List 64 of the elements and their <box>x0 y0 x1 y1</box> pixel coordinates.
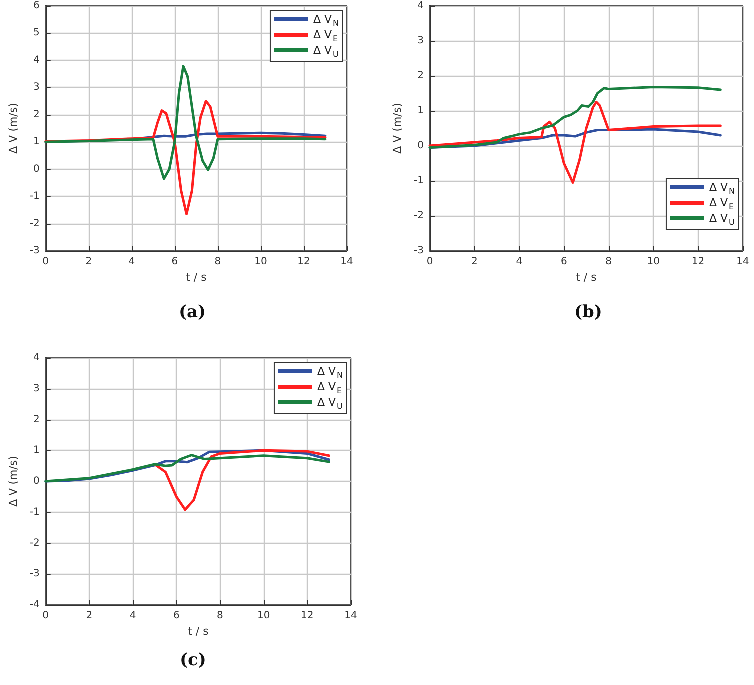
y-axis-title: Δ V (m/s) <box>7 103 20 154</box>
y-tick-label: 4 <box>33 352 40 364</box>
y-tick-label: 0 <box>418 140 424 152</box>
x-tick-label: 4 <box>516 256 523 268</box>
y-tick-label: -1 <box>30 506 40 518</box>
y-tick-label: 2 <box>418 70 424 82</box>
x-tick-label: 0 <box>426 256 434 268</box>
x-tick-label: 2 <box>472 256 478 268</box>
y-tick-label: 2 <box>33 414 40 426</box>
y-tick-label: -4 <box>30 600 40 610</box>
x-tick-label: 10 <box>254 256 268 268</box>
x-tick-label: 6 <box>560 256 568 268</box>
y-tick-label: 1 <box>33 136 40 148</box>
y-tick-label: -3 <box>30 568 40 580</box>
x-tick-label: 14 <box>340 256 354 268</box>
x-axis-title: t / s <box>188 624 210 638</box>
y-tick-label: 4 <box>33 54 40 66</box>
x-tick-label: 12 <box>301 610 314 622</box>
y-tick-label: -2 <box>30 218 40 230</box>
x-tick-label: 4 <box>130 610 136 622</box>
y-tick-label: 4 <box>418 0 424 12</box>
y-tick-label: 6 <box>33 0 40 12</box>
x-tick-label: 2 <box>86 610 93 622</box>
x-axis-title: t / s <box>576 270 598 284</box>
text: (c) <box>180 650 206 670</box>
y-tick-label: -2 <box>30 538 40 549</box>
y-axis-title: Δ V (m/s) <box>7 456 20 507</box>
x-tick-label: 4 <box>128 256 136 268</box>
y-tick-label: 3 <box>418 36 424 46</box>
x-tick-label: 14 <box>736 256 750 268</box>
y-tick-label: 1 <box>33 445 40 456</box>
x-tick-label: 8 <box>217 610 224 622</box>
y-tick-label: -2 <box>414 210 424 222</box>
y-tick-label: 0 <box>33 476 40 487</box>
y-tick-label: 3 <box>33 383 40 394</box>
x-tick-label: 2 <box>86 256 92 268</box>
line-series <box>44 65 327 180</box>
x-tick-label: 12 <box>298 256 310 268</box>
x-tick-label: 10 <box>647 256 660 268</box>
text: (a) <box>179 302 206 322</box>
x-tick-label: 12 <box>692 256 705 268</box>
y-tick-label: -3 <box>414 246 424 256</box>
y-tick-label: 0 <box>33 164 40 175</box>
x-tick-label: 14 <box>344 610 358 622</box>
y-tick-label: 2 <box>33 109 40 120</box>
y-tick-label: -1 <box>30 191 40 202</box>
x-axis-title: t / s <box>186 270 208 284</box>
text: (b) <box>574 302 602 322</box>
line-series <box>428 86 722 149</box>
line-series <box>428 101 722 184</box>
y-tick-label: -1 <box>414 176 424 186</box>
x-tick-label: 8 <box>214 256 222 268</box>
x-tick-label: 8 <box>606 256 612 268</box>
y-tick-label: -3 <box>30 246 40 256</box>
y-tick-label: 3 <box>33 82 40 94</box>
y-axis-title: Δ V (m/s) <box>391 103 404 154</box>
x-tick-label: 10 <box>257 610 270 622</box>
line-series <box>154 449 330 512</box>
y-tick-label: 1 <box>418 106 424 116</box>
x-tick-label: 6 <box>172 256 178 268</box>
x-tick-label: 0 <box>42 610 50 622</box>
x-tick-label: 6 <box>173 610 180 622</box>
y-tick-label: 5 <box>33 28 40 39</box>
x-tick-label: 0 <box>42 256 50 268</box>
